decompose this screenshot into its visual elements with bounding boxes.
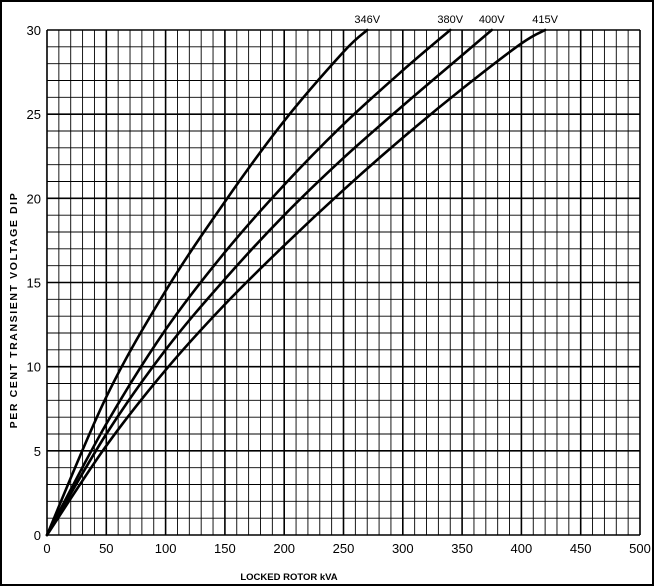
tick-labels: 0 50 100 150 200 250 300 350 400 450 500 0 5 10 15 20 25…: [27, 23, 651, 556]
x-tick-label: 450: [570, 541, 592, 556]
series-label-346V: 346V: [354, 14, 380, 26]
y-tick-label: 30: [27, 23, 41, 38]
y-tick-label: 10: [27, 360, 41, 375]
series-label-380V: 380V: [437, 14, 463, 26]
x-tick-label: 500: [629, 541, 651, 556]
x-tick-label: 100: [155, 541, 177, 556]
grid: [46, 29, 641, 536]
x-tick-label: 400: [511, 541, 533, 556]
x-tick-label: 350: [451, 541, 473, 556]
series-label-400V: 400V: [479, 14, 505, 26]
y-tick-label: 0: [34, 528, 41, 543]
x-tick-label: 300: [392, 541, 414, 556]
y-tick-label: 5: [34, 444, 41, 459]
series-label-415V: 415V: [532, 14, 558, 26]
y-tick-label: 20: [27, 191, 41, 206]
series-line-346V: [45, 28, 369, 537]
y-axis-label: PER CENT TRANSIENT VOLTAGE DIP: [8, 192, 20, 429]
series-lines: [45, 28, 547, 537]
x-axis-label: LOCKED ROTOR kVA: [240, 572, 337, 583]
series-line-415V: [45, 28, 547, 537]
y-tick-label: 15: [27, 276, 41, 291]
x-tick-label: 150: [214, 541, 236, 556]
x-tick-label: 250: [333, 541, 355, 556]
series-line-400V: [45, 28, 494, 537]
y-tick-label: 25: [27, 107, 41, 122]
series-labels: 346V 380V 400V 415V: [354, 14, 558, 26]
x-tick-label: 50: [99, 541, 113, 556]
x-tick-label: 200: [273, 541, 295, 556]
series-line-380V: [45, 28, 452, 537]
x-tick-label: 0: [43, 541, 50, 556]
